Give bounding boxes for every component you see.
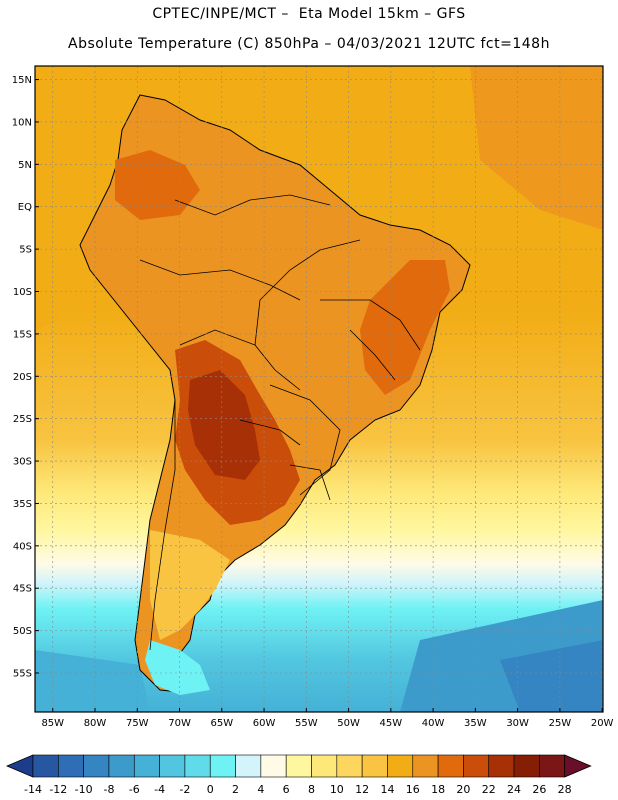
colorbar: -14 -12 -10 -8 -6 -4 -2 0 2 4 6 8 10 12 14 16 18 20 22 24 26… [5,754,592,796]
lat-label: 25S [13,414,32,425]
patagonia-cool [150,530,230,640]
temperature-field [35,66,603,712]
colorbar-label: 4 [257,783,264,796]
colorbar-label: 10 [330,783,344,796]
lon-label: 70W [168,718,191,729]
colorbar-swatch [488,754,515,778]
colorbar-swatch [58,754,84,778]
lat-label: 50S [13,626,32,637]
colorbar-label: -10 [75,783,93,796]
colorbar-swatch [311,754,338,778]
longitude-labels: 85W 80W 75W 70W 65W 60W 55W 50W 45W 40W 35W 30W 25W 2… [41,718,613,729]
latitude-labels: 15N 10N 5N EQ 5S 10S 15S 20S 25S 30S 35S 40S 45S 50S 5… [12,75,32,679]
colorbar-label: 8 [308,783,315,796]
colorbar-swatch [235,754,262,778]
colorbar-lower-arrow [5,754,34,778]
colorbar-swatch [32,754,59,778]
colorbar-label: 12 [355,783,369,796]
colorbar-label: 22 [482,783,496,796]
colorbar-label: 0 [207,783,214,796]
lat-label: 20S [13,372,32,383]
lat-label: 5S [19,245,32,256]
colorbar-swatch [108,754,135,778]
lat-label: 40S [13,541,32,552]
colorbar-label: 28 [558,783,572,796]
colorbar-label: 16 [406,783,420,796]
lon-label: 50W [337,718,360,729]
lat-label: 30S [13,457,32,468]
colorbar-label: -12 [49,783,67,796]
hottest-core [188,370,260,480]
lon-label: 60W [253,718,276,729]
colorbar-swatch [133,754,160,778]
colorbar-swatch [412,754,439,778]
pacific-region [35,66,120,330]
plot-frame [34,65,604,713]
colorbar-swatch [336,754,363,778]
lat-label: 15S [13,329,32,340]
colorbar-label: 14 [380,783,394,796]
colorbar-swatch [539,754,565,778]
lon-label: 55W [295,718,318,729]
colorbar-swatch [159,754,186,778]
country-borders [139,194,421,651]
lon-label: 65W [210,718,233,729]
lon-label: 40W [422,718,445,729]
lon-label: 75W [126,718,149,729]
colorbar-label: -4 [154,783,165,796]
colorbar-swatch [387,754,414,778]
colorbar-swatch [83,754,110,778]
colorbar-label: -14 [24,783,42,796]
lat-label: 10N [12,117,32,128]
colorbar-label: -6 [129,783,140,796]
colorbar-swatch [260,754,287,778]
lat-label: 45S [13,584,32,595]
lat-label: EQ [18,202,32,213]
chart-subtitle: Absolute Temperature (C) 850hPa – 04/03/… [68,36,550,52]
lon-label: 80W [84,718,107,729]
coldest-patch [500,640,603,712]
graticule [35,66,603,712]
lon-label: 30W [506,718,529,729]
lat-label: 10S [13,287,32,298]
lon-label: 45W [380,718,403,729]
chart-title: CPTEC/INPE/MCT – Eta Model 15km – GFS [152,6,466,22]
lat-label: 55S [13,669,32,680]
lon-label: 20W [591,718,614,729]
lon-label: 35W [464,718,487,729]
colorbar-label: 26 [532,783,546,796]
warm-atlantic-region [470,66,603,230]
colorbar-label: -8 [103,783,114,796]
lat-label: 35S [13,499,32,510]
colorbar-label: 6 [283,783,290,796]
colorbar-swatch [209,754,236,778]
colorbar-label: 24 [507,783,521,796]
colorbar-swatch [513,754,540,778]
colorbar-swatch [463,754,490,778]
colorbar-label: 2 [232,783,239,796]
colorbar-swatch [285,754,312,778]
colorbar-label: 20 [456,783,470,796]
colorbar-swatch [184,754,211,778]
lon-label: 25W [549,718,572,729]
colorbar-swatch [437,754,464,778]
lat-label: 15N [12,75,32,86]
north-warm [115,150,200,220]
colorbar-upper-arrow [564,754,592,778]
cold-pacific-south [35,650,150,712]
colorbar-label: 18 [431,783,445,796]
colorbar-label: -2 [179,783,190,796]
lon-label: 85W [41,718,64,729]
colorbar-swatch [361,754,388,778]
tierra-del-fuego-cold [145,640,210,695]
lat-label: 5N [18,160,32,171]
